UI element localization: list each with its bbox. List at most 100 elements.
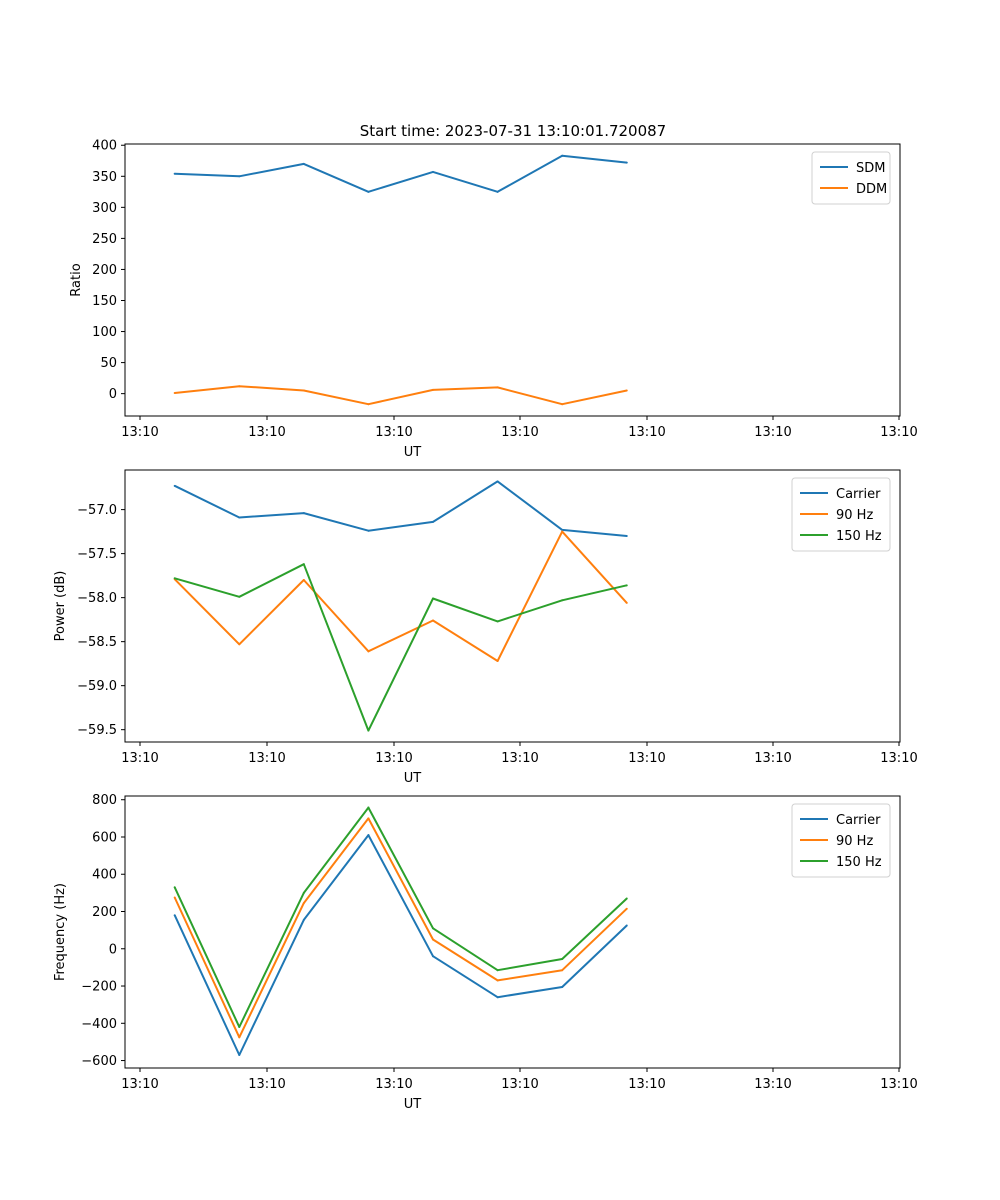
data-point: [561, 969, 564, 972]
data-point: [625, 161, 628, 164]
data-point: [496, 386, 499, 389]
legend-label: SDM: [856, 161, 885, 176]
y-tick-label: 350: [92, 170, 117, 185]
x-tick-label: 13:10: [248, 1077, 285, 1092]
x-tick-label: 13:10: [375, 425, 412, 440]
data-point: [496, 979, 499, 982]
data-point: [625, 584, 628, 587]
y-tick-label: −600: [81, 1054, 117, 1069]
data-point: [238, 1036, 241, 1039]
data-point: [625, 389, 628, 392]
legend-box: [791, 803, 891, 878]
data-point: [367, 729, 370, 732]
legend: Carrier 90 Hz 150 Hz: [791, 477, 891, 552]
series-line-carrier: [174, 480, 627, 537]
legend-label: 90 Hz: [836, 508, 873, 523]
data-point: [238, 595, 241, 598]
data-point: [432, 938, 435, 941]
legend-box: [811, 151, 891, 205]
y-tick-label: −57.0: [77, 503, 117, 518]
y-tick-label: 150: [92, 294, 117, 309]
y-tick-label: 600: [92, 830, 117, 845]
series-line-150-hz: [173, 806, 628, 1028]
x-tick-label: 13:10: [880, 1077, 917, 1092]
data-point: [367, 834, 370, 837]
chart-panel-2: −59.5 −59.0 −58.5 −58.0 −57.5 −57.0 13:10 13:10…: [53, 469, 918, 786]
x-tick-label: 13:10: [248, 425, 285, 440]
data-point: [496, 190, 499, 193]
y-tick-label: 0: [109, 942, 117, 957]
legend-label: Carrier: [836, 487, 881, 502]
x-tick-label: 13:10: [501, 751, 538, 766]
data-point: [238, 1026, 241, 1029]
data-point: [561, 154, 564, 157]
data-point: [367, 529, 370, 532]
data-point: [173, 886, 176, 889]
data-point: [173, 392, 176, 395]
chart-panel-3: −600 −400 −200 0 200 400 600 800 13:10 13:10 13:10…: [53, 793, 918, 1112]
y-tick-label: 200: [92, 263, 117, 278]
data-point: [173, 577, 176, 580]
data-point: [432, 520, 435, 523]
y-tick-label: 250: [92, 232, 117, 247]
x-tick-label: 13:10: [880, 751, 917, 766]
data-point: [173, 896, 176, 899]
series-line-150-hz: [174, 563, 628, 732]
data-point: [367, 403, 370, 406]
x-tick-label: 13:10: [754, 425, 791, 440]
data-point: [173, 914, 176, 917]
y-tick-label: 400: [92, 139, 117, 154]
axes-frame: [124, 469, 901, 743]
axes-frame: [124, 795, 901, 1069]
figure-title: Start time: 2023-07-31 13:10:01.720087: [360, 122, 666, 140]
y-tick-label: −58.0: [77, 591, 117, 606]
x-tick-label: 13:10: [628, 1077, 665, 1092]
data-point: [496, 969, 499, 972]
data-point: [238, 1053, 241, 1056]
x-tick-label: 13:10: [754, 1077, 791, 1092]
data-point: [302, 563, 305, 566]
data-point: [561, 599, 564, 602]
x-axis-label: UT: [404, 445, 422, 460]
x-tick-label: 13:10: [248, 751, 285, 766]
y-tick-label: 100: [92, 325, 117, 340]
y-axis-label: Ratio: [69, 263, 84, 296]
legend: SDM DDM: [811, 151, 891, 205]
data-point: [238, 385, 241, 388]
x-axis-label: UT: [404, 1097, 422, 1112]
y-tick-label: −59.5: [77, 723, 117, 738]
legend-label: Carrier: [836, 813, 881, 828]
data-point: [432, 597, 435, 600]
y-tick-label: −58.5: [77, 635, 117, 650]
y-tick-label: −57.5: [77, 547, 117, 562]
series-line-carrier: [173, 834, 628, 1056]
x-tick-label: 13:10: [501, 425, 538, 440]
x-tick-label: 13:10: [501, 1077, 538, 1092]
legend: Carrier 90 Hz 150 Hz: [791, 803, 891, 878]
data-point: [302, 918, 305, 921]
data-point: [302, 162, 305, 165]
data-point: [625, 907, 628, 910]
data-point: [367, 806, 370, 809]
y-tick-label: 50: [100, 356, 117, 371]
data-point: [432, 619, 435, 622]
y-axis-label: Frequency (Hz): [53, 883, 68, 981]
data-point: [432, 170, 435, 173]
legend-label: DDM: [856, 182, 887, 197]
data-point: [561, 958, 564, 961]
data-point: [238, 516, 241, 519]
panels: 0 50 100 150 200 250 300 350 400 13:10 13:10 13:10 1…: [53, 139, 918, 1112]
legend-label: 90 Hz: [836, 834, 873, 849]
data-point: [561, 528, 564, 531]
data-point: [561, 985, 564, 988]
x-tick-label: 13:10: [628, 425, 665, 440]
y-tick-label: −400: [81, 1017, 117, 1032]
data-point: [238, 175, 241, 178]
data-point: [302, 512, 305, 515]
data-point: [561, 530, 564, 533]
x-axis-label: UT: [404, 771, 422, 786]
data-point: [302, 891, 305, 894]
x-tick-label: 13:10: [628, 751, 665, 766]
legend-label: 150 Hz: [836, 855, 882, 870]
series-line-90-hz: [173, 530, 628, 662]
